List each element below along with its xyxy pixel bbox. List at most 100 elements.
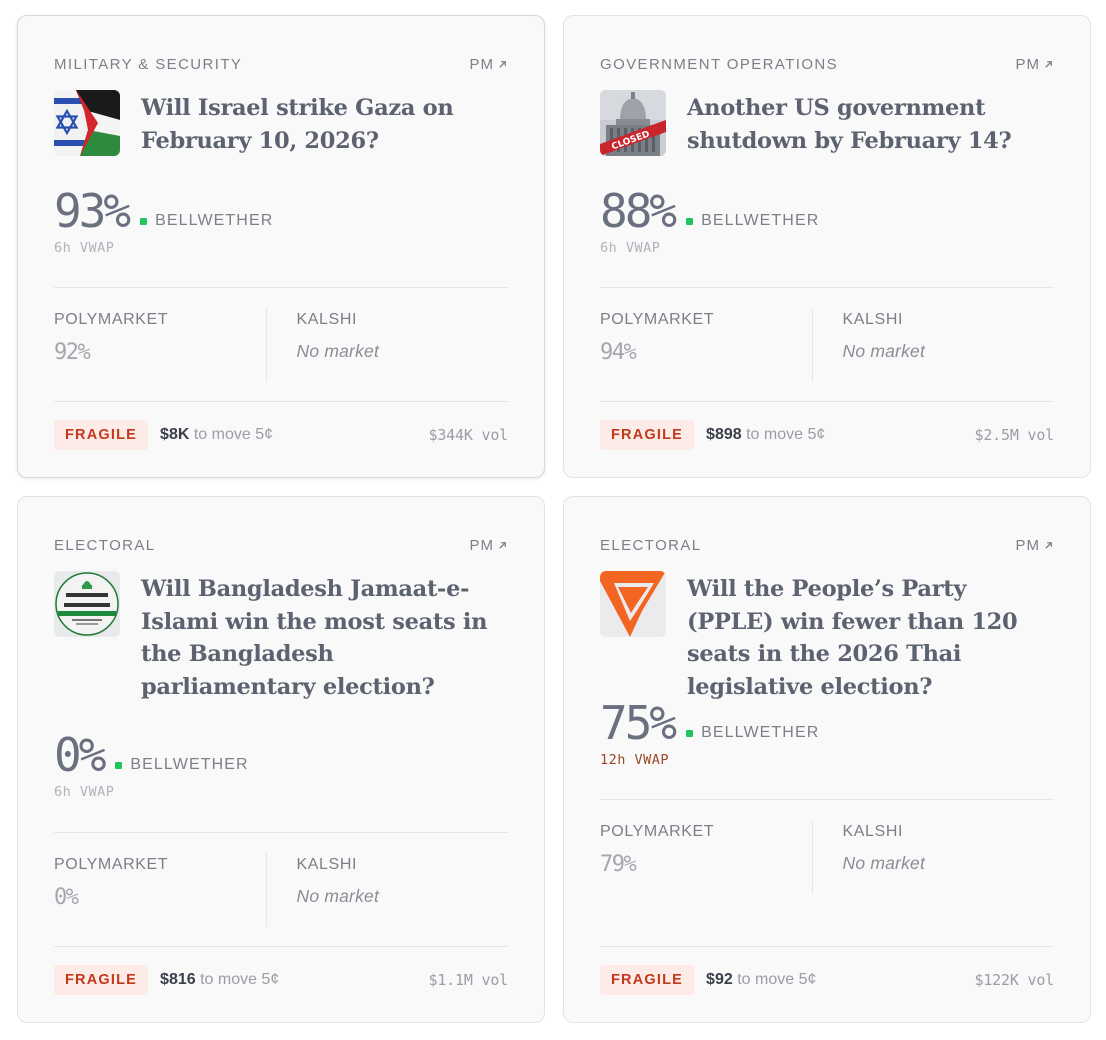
liquidity-text: to move 5¢	[200, 971, 280, 988]
market-title[interactable]: Another US government shutdown by Februa…	[687, 95, 1012, 154]
source-label: PM	[469, 55, 494, 73]
volume-label: $2.5M vol	[974, 426, 1055, 444]
source-value: No market	[296, 341, 380, 361]
bellwether-badge: BELLWETHER	[686, 724, 819, 746]
market-title[interactable]: Will Bangladesh Jamaat-e-Islami win the …	[141, 576, 488, 700]
liquidity-text: to move 5¢	[746, 426, 826, 443]
market-sources: POLYMARKET 92% KALSHI No market	[54, 308, 508, 382]
source-name: POLYMARKET	[54, 311, 169, 328]
polymarket-source: POLYMARKET 92%	[54, 308, 267, 382]
liquidity-row: FRAGILE $8K to move 5¢ $344K vol	[54, 419, 508, 451]
jamaat-logo-image	[54, 571, 120, 637]
market-title[interactable]: Will the People’s Party (PPLE) win fewer…	[687, 576, 1018, 700]
polymarket-link[interactable]: PM	[1016, 537, 1055, 554]
bellwether-label: BELLWETHER	[701, 212, 820, 229]
category-label: ELECTORAL	[600, 536, 702, 554]
source-value: 94%	[600, 340, 637, 365]
fragile-badge: FRAGILE	[54, 420, 149, 450]
kalshi-source: KALSHI No market	[267, 853, 509, 927]
vwap-label: 6h VWAP	[54, 240, 115, 256]
bellwether-label: BELLWETHER	[130, 756, 249, 773]
market-card[interactable]: ELECTORAL PM Will Bangladesh Jamaat-e-Is…	[17, 496, 545, 1023]
liquidity-text: to move 5¢	[193, 426, 274, 443]
divider	[54, 401, 508, 402]
fragile-badge: FRAGILE	[600, 965, 695, 995]
market-card[interactable]: ELECTORAL PM Will the People’s Party (PP…	[563, 496, 1091, 1023]
polymarket-source: POLYMARKET 79%	[600, 820, 813, 894]
polymarket-link[interactable]: PM	[470, 537, 509, 554]
divider	[54, 946, 508, 947]
capitol-closed-image: CLOSED	[600, 90, 666, 156]
liquidity-row: FRAGILE $816 to move 5¢ $1.1M vol	[54, 964, 508, 996]
volume-label: $1.1M vol	[428, 971, 509, 989]
liquidity-info: $898 to move 5¢	[706, 426, 825, 444]
kalshi-source: KALSHI No market	[267, 308, 509, 382]
peoples-party-logo-image	[600, 571, 666, 637]
external-link-icon	[1045, 60, 1052, 68]
bellwether-badge: BELLWETHER	[115, 756, 248, 778]
market-sources: POLYMARKET 94% KALSHI No market	[600, 308, 1054, 382]
source-name: KALSHI	[296, 856, 358, 873]
liquidity-row: FRAGILE $92 to move 5¢ $122K vol	[600, 964, 1054, 996]
bellwether-badge: BELLWETHER	[140, 212, 273, 234]
kalshi-source: KALSHI No market	[813, 308, 1055, 382]
vwap-label: 12h VWAP	[600, 752, 670, 768]
external-link-icon	[499, 60, 506, 68]
source-name: POLYMARKET	[600, 311, 715, 328]
source-label: PM	[1015, 536, 1040, 554]
probability-value: 0%	[54, 728, 106, 782]
source-value: 0%	[54, 885, 79, 910]
liquidity-text: to move 5¢	[737, 971, 817, 988]
market-sources: POLYMARKET 79% KALSHI No market	[600, 820, 1054, 894]
source-name: POLYMARKET	[600, 823, 715, 840]
source-value: No market	[842, 341, 926, 361]
polymarket-link[interactable]: PM	[1016, 56, 1055, 73]
source-value: 79%	[600, 852, 637, 877]
source-label: PM	[1015, 55, 1040, 73]
source-name: POLYMARKET	[54, 856, 169, 873]
bellwether-label: BELLWETHER	[701, 724, 820, 741]
source-value: No market	[296, 886, 380, 906]
volume-label: $122K vol	[974, 971, 1055, 989]
category-label: ELECTORAL	[54, 536, 156, 554]
market-title[interactable]: Will Israel strike Gaza on February 10, …	[141, 95, 454, 154]
probability-value: 88%	[600, 184, 677, 238]
source-name: KALSHI	[296, 311, 358, 328]
divider	[54, 832, 508, 833]
status-dot-icon	[115, 761, 123, 769]
market-card[interactable]: MILITARY & SECURITY PM Will Israel strik	[17, 15, 545, 478]
divider	[600, 946, 1054, 947]
vwap-label: 6h VWAP	[600, 240, 661, 256]
market-sources: POLYMARKET 0% KALSHI No market	[54, 853, 508, 927]
category-label: MILITARY & SECURITY	[54, 55, 243, 73]
divider	[600, 401, 1054, 402]
volume-label: $344K vol	[428, 426, 509, 444]
liquidity-amount: $898	[706, 426, 742, 443]
source-label: PM	[469, 536, 494, 554]
source-value: No market	[842, 853, 926, 873]
external-link-icon	[499, 541, 506, 549]
liquidity-row: FRAGILE $898 to move 5¢ $2.5M vol	[600, 419, 1054, 451]
fragile-badge: FRAGILE	[54, 965, 149, 995]
polymarket-source: POLYMARKET 94%	[600, 308, 813, 382]
fragile-badge: FRAGILE	[600, 420, 695, 450]
status-dot-icon	[686, 729, 694, 737]
liquidity-info: $8K to move 5¢	[160, 426, 273, 444]
status-dot-icon	[140, 217, 148, 225]
vwap-label: 6h VWAP	[54, 784, 115, 800]
bellwether-label: BELLWETHER	[155, 212, 274, 229]
polymarket-link[interactable]: PM	[470, 56, 509, 73]
israel-palestine-flags-image	[54, 90, 120, 156]
external-link-icon	[1045, 541, 1052, 549]
liquidity-amount: $92	[706, 971, 733, 988]
status-dot-icon	[686, 217, 694, 225]
divider	[54, 287, 508, 288]
bellwether-badge: BELLWETHER	[686, 212, 819, 234]
divider	[600, 287, 1054, 288]
liquidity-info: $92 to move 5¢	[706, 971, 816, 989]
market-card[interactable]: GOVERNMENT OPERATIONS PM C	[563, 15, 1091, 478]
liquidity-amount: $816	[160, 971, 196, 988]
category-label: GOVERNMENT OPERATIONS	[600, 55, 839, 73]
source-name: KALSHI	[842, 823, 904, 840]
liquidity-amount: $8K	[160, 426, 190, 443]
